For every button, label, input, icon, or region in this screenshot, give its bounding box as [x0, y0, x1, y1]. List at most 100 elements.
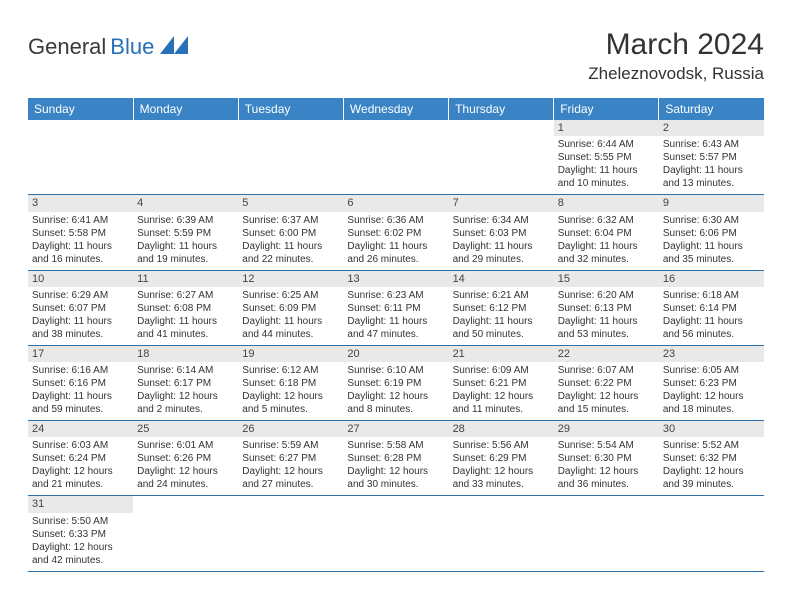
daylight-text: and 47 minutes. [347, 328, 444, 341]
daylight-text: Daylight: 11 hours [347, 240, 444, 253]
sunset-text: Sunset: 6:14 PM [663, 302, 760, 315]
calendar-week-row: 31Sunrise: 5:50 AMSunset: 6:33 PMDayligh… [28, 496, 764, 571]
sunrise-text: Sunrise: 6:14 AM [137, 364, 234, 377]
weekday-header-row: SundayMondayTuesdayWednesdayThursdayFrid… [28, 98, 764, 120]
calendar-day-cell [449, 120, 554, 195]
calendar-day-cell: 29Sunrise: 5:54 AMSunset: 6:30 PMDayligh… [554, 421, 659, 496]
calendar-day-cell: 23Sunrise: 6:05 AMSunset: 6:23 PMDayligh… [659, 345, 764, 420]
sunrise-text: Sunrise: 5:54 AM [558, 439, 655, 452]
daylight-text: and 59 minutes. [32, 403, 129, 416]
day-number: 1 [554, 120, 659, 136]
day-number: 23 [659, 346, 764, 362]
sunrise-text: Sunrise: 6:12 AM [242, 364, 339, 377]
daylight-text: and 22 minutes. [242, 253, 339, 266]
daylight-text: and 30 minutes. [347, 478, 444, 491]
day-number: 2 [659, 120, 764, 136]
sunrise-text: Sunrise: 6:36 AM [347, 214, 444, 227]
calendar-day-cell: 30Sunrise: 5:52 AMSunset: 6:32 PMDayligh… [659, 421, 764, 496]
day-number: 11 [133, 271, 238, 287]
calendar-day-cell: 4Sunrise: 6:39 AMSunset: 5:59 PMDaylight… [133, 195, 238, 270]
calendar-day-cell: 5Sunrise: 6:37 AMSunset: 6:00 PMDaylight… [238, 195, 343, 270]
calendar-day-cell [28, 120, 133, 195]
calendar-body: 1Sunrise: 6:44 AMSunset: 5:55 PMDaylight… [28, 120, 764, 571]
daylight-text: Daylight: 11 hours [453, 240, 550, 253]
daylight-text: Daylight: 11 hours [453, 315, 550, 328]
sunset-text: Sunset: 6:18 PM [242, 377, 339, 390]
day-number: 14 [449, 271, 554, 287]
title-block: March 2024 Zheleznovodsk, Russia [588, 28, 764, 84]
calendar-day-cell [343, 120, 448, 195]
sunset-text: Sunset: 6:30 PM [558, 452, 655, 465]
day-number: 26 [238, 421, 343, 437]
sunrise-text: Sunrise: 6:18 AM [663, 289, 760, 302]
calendar-day-cell: 11Sunrise: 6:27 AMSunset: 6:08 PMDayligh… [133, 270, 238, 345]
calendar-day-cell: 18Sunrise: 6:14 AMSunset: 6:17 PMDayligh… [133, 345, 238, 420]
day-number: 21 [449, 346, 554, 362]
daylight-text: Daylight: 12 hours [453, 465, 550, 478]
day-number: 27 [343, 421, 448, 437]
daylight-text: and 38 minutes. [32, 328, 129, 341]
daylight-text: and 15 minutes. [558, 403, 655, 416]
calendar-day-cell: 17Sunrise: 6:16 AMSunset: 6:16 PMDayligh… [28, 345, 133, 420]
daylight-text: Daylight: 11 hours [558, 315, 655, 328]
day-number: 5 [238, 195, 343, 211]
location: Zheleznovodsk, Russia [588, 64, 764, 84]
day-number: 10 [28, 271, 133, 287]
day-number: 15 [554, 271, 659, 287]
sunrise-text: Sunrise: 6:39 AM [137, 214, 234, 227]
daylight-text: Daylight: 12 hours [558, 465, 655, 478]
logo: GeneralBlue [28, 34, 188, 60]
daylight-text: Daylight: 12 hours [137, 390, 234, 403]
calendar-day-cell: 10Sunrise: 6:29 AMSunset: 6:07 PMDayligh… [28, 270, 133, 345]
calendar-day-cell [554, 496, 659, 571]
daylight-text: and 21 minutes. [32, 478, 129, 491]
sunrise-text: Sunrise: 6:10 AM [347, 364, 444, 377]
sunset-text: Sunset: 6:21 PM [453, 377, 550, 390]
calendar-day-cell: 9Sunrise: 6:30 AMSunset: 6:06 PMDaylight… [659, 195, 764, 270]
daylight-text: and 19 minutes. [137, 253, 234, 266]
logo-icon [160, 36, 188, 59]
calendar-day-cell: 3Sunrise: 6:41 AMSunset: 5:58 PMDaylight… [28, 195, 133, 270]
weekday-header: Tuesday [238, 98, 343, 120]
daylight-text: Daylight: 11 hours [137, 240, 234, 253]
calendar-week-row: 17Sunrise: 6:16 AMSunset: 6:16 PMDayligh… [28, 345, 764, 420]
day-number: 25 [133, 421, 238, 437]
logo-text-1: General [28, 34, 106, 60]
day-number: 6 [343, 195, 448, 211]
sunrise-text: Sunrise: 6:20 AM [558, 289, 655, 302]
calendar-day-cell: 6 Sunrise: 6:36 AMSunset: 6:02 PMDaylight… [343, 195, 448, 270]
header: GeneralBlue March 2024 Zheleznovodsk, Ru… [28, 28, 764, 84]
calendar-day-cell: 7Sunrise: 6:34 AMSunset: 6:03 PMDaylight… [449, 195, 554, 270]
calendar-day-cell [659, 496, 764, 571]
sunrise-text: Sunrise: 5:56 AM [453, 439, 550, 452]
daylight-text: and 24 minutes. [137, 478, 234, 491]
day-number: 16 [659, 271, 764, 287]
sunset-text: Sunset: 6:11 PM [347, 302, 444, 315]
sunrise-text: Sunrise: 6:01 AM [137, 439, 234, 452]
calendar-day-cell: 15Sunrise: 6:20 AMSunset: 6:13 PMDayligh… [554, 270, 659, 345]
sunset-text: Sunset: 6:06 PM [663, 227, 760, 240]
calendar-day-cell: 13Sunrise: 6:23 AMSunset: 6:11 PMDayligh… [343, 270, 448, 345]
daylight-text: Daylight: 12 hours [137, 465, 234, 478]
sunset-text: Sunset: 5:55 PM [558, 151, 655, 164]
calendar-day-cell: 2Sunrise: 6:43 AMSunset: 5:57 PMDaylight… [659, 120, 764, 195]
daylight-text: and 35 minutes. [663, 253, 760, 266]
calendar-week-row: 3Sunrise: 6:41 AMSunset: 5:58 PMDaylight… [28, 195, 764, 270]
calendar-day-cell: 8Sunrise: 6:32 AMSunset: 6:04 PMDaylight… [554, 195, 659, 270]
daylight-text: Daylight: 12 hours [663, 390, 760, 403]
daylight-text: Daylight: 11 hours [663, 240, 760, 253]
sunrise-text: Sunrise: 6:27 AM [137, 289, 234, 302]
weekday-header: Monday [133, 98, 238, 120]
day-number: 8 [554, 195, 659, 211]
day-number: 7 [449, 195, 554, 211]
sunrise-text: Sunrise: 6:41 AM [32, 214, 129, 227]
sunrise-text: Sunrise: 5:58 AM [347, 439, 444, 452]
sunset-text: Sunset: 6:02 PM [347, 227, 444, 240]
daylight-text: Daylight: 12 hours [242, 465, 339, 478]
day-number: 4 [133, 195, 238, 211]
daylight-text: and 27 minutes. [242, 478, 339, 491]
daylight-text: Daylight: 11 hours [558, 164, 655, 177]
sunrise-text: Sunrise: 5:50 AM [32, 515, 129, 528]
sunrise-text: Sunrise: 6:03 AM [32, 439, 129, 452]
calendar-day-cell: 21Sunrise: 6:09 AMSunset: 6:21 PMDayligh… [449, 345, 554, 420]
